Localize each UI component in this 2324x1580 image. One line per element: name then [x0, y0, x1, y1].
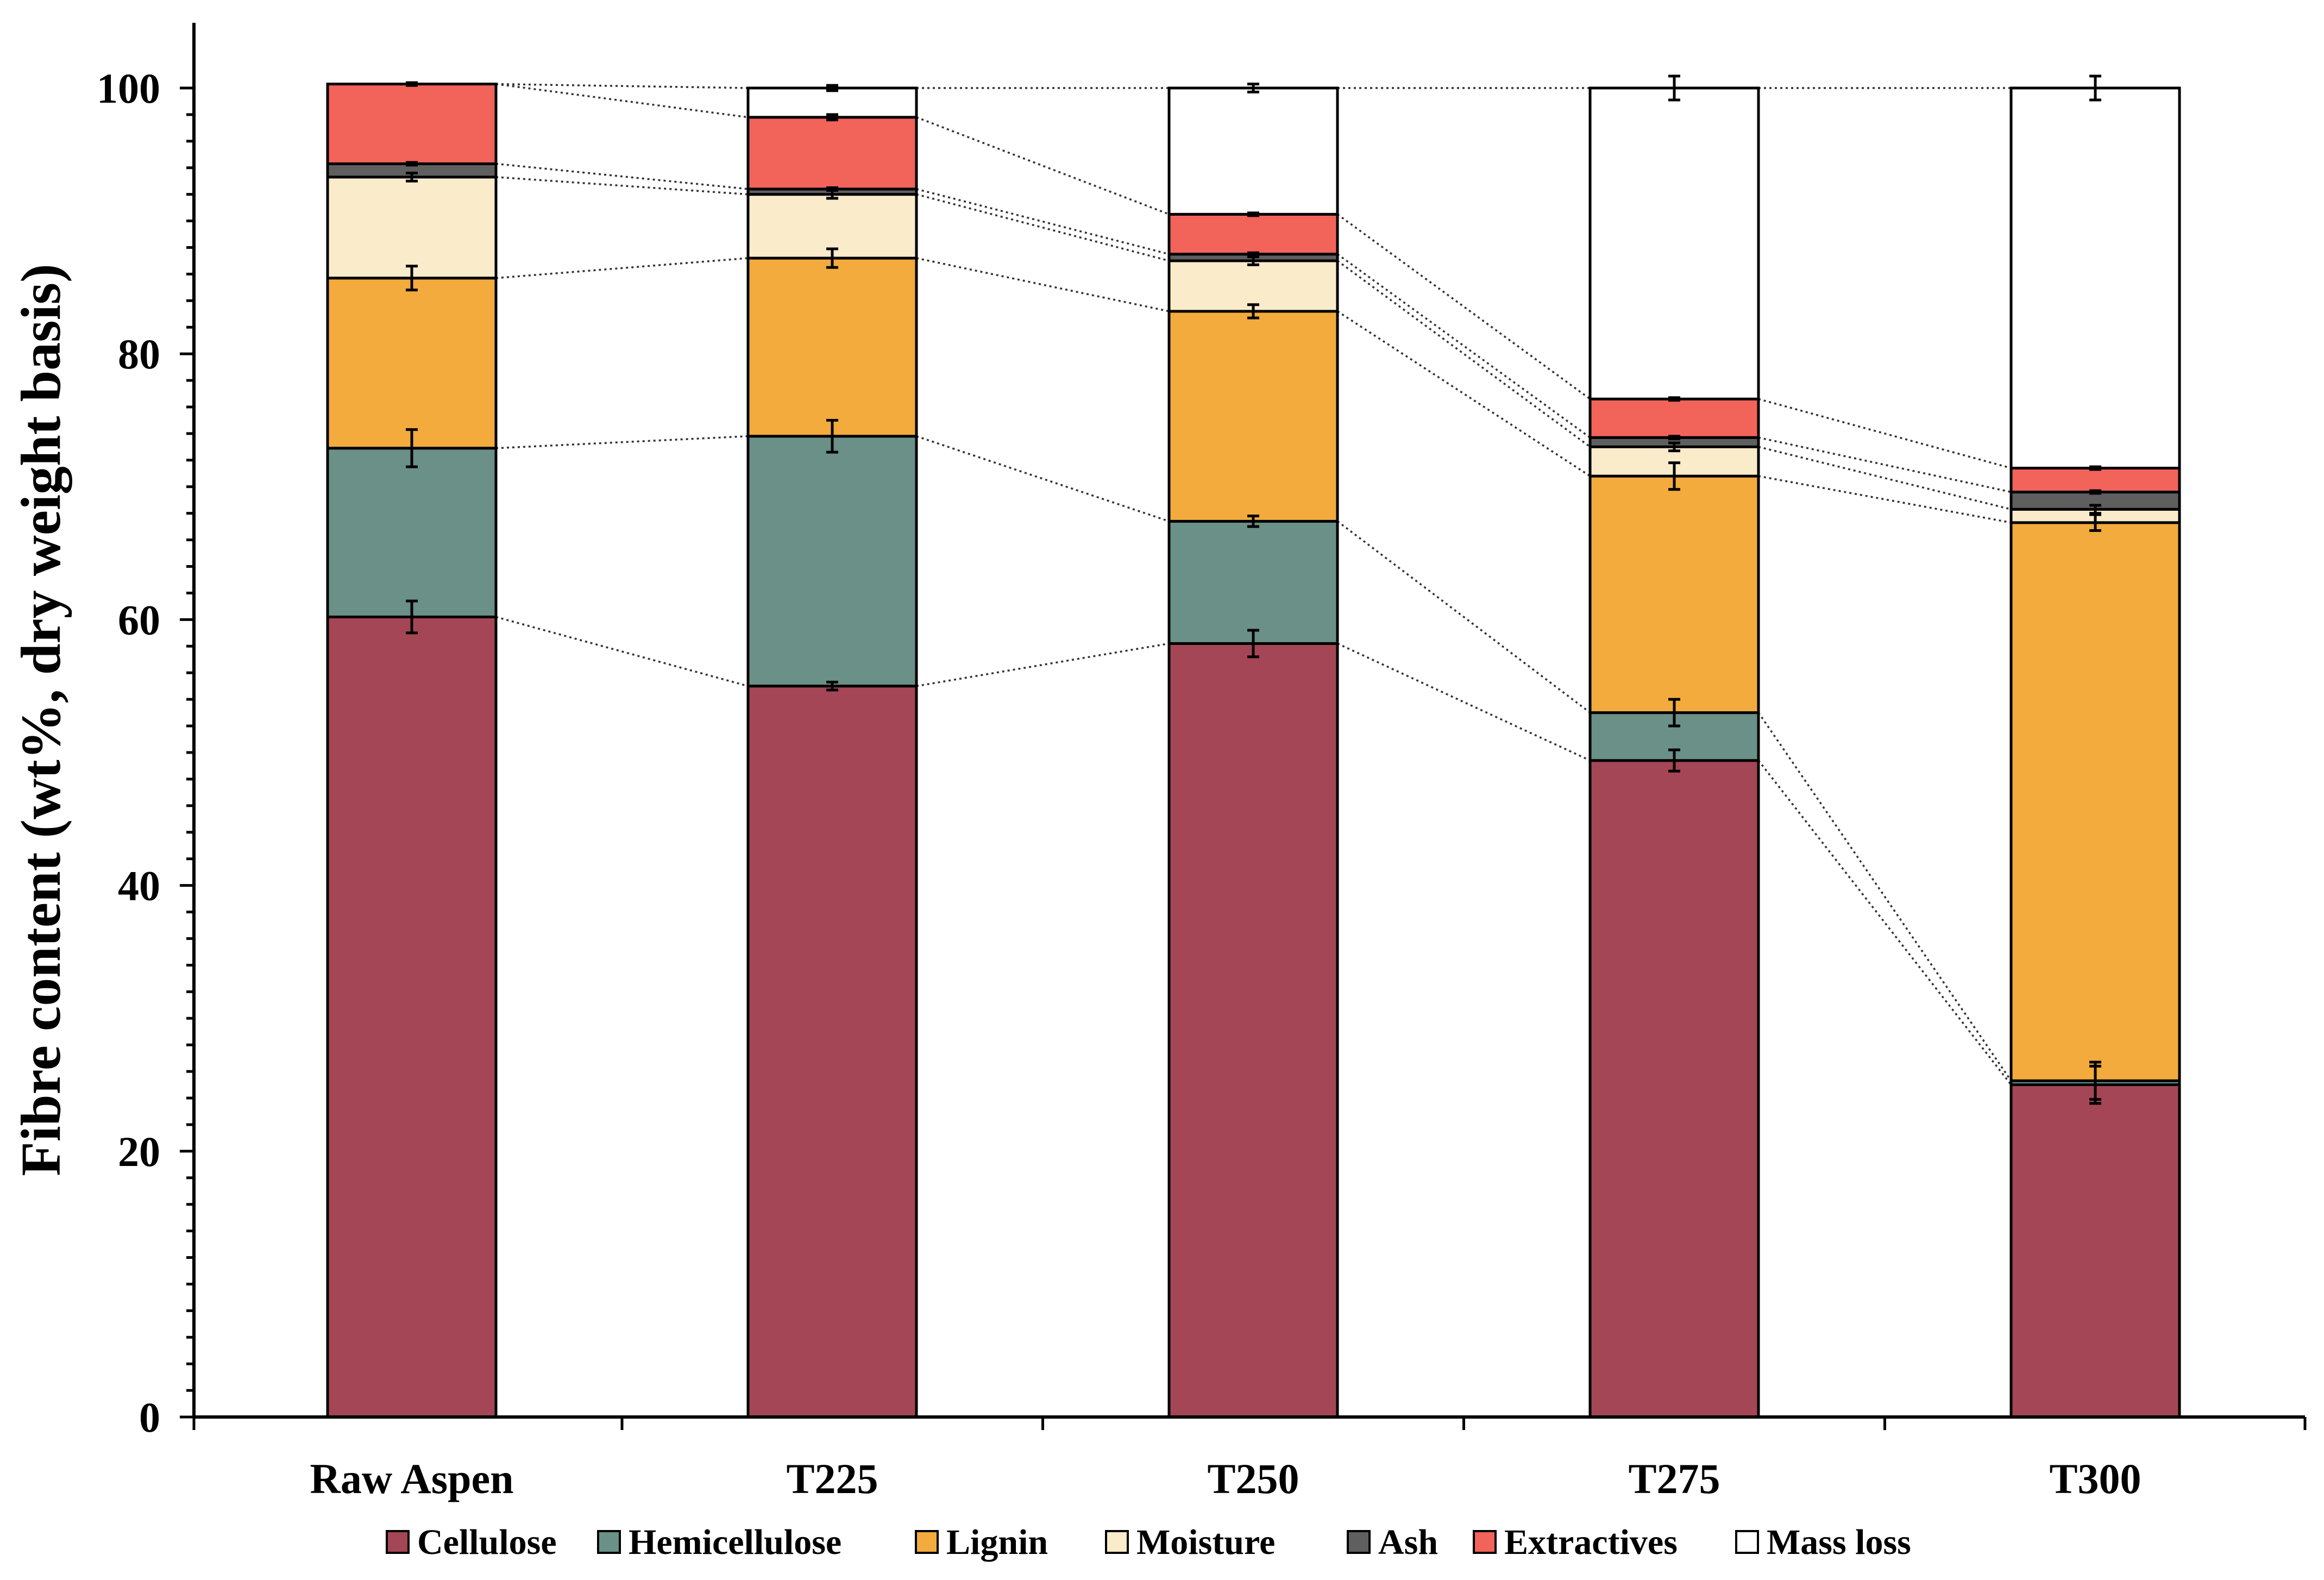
legend-label-lignin: Lignin: [946, 1522, 1048, 1562]
x-tick-label-t275: T275: [1628, 1455, 1720, 1502]
connector-lines: [495, 83, 2012, 1086]
connector-moisture-1: [916, 193, 1170, 262]
bar-raw-aspen-hemicellulose: [326, 447, 498, 619]
legend-label-ash: Ash: [1378, 1522, 1438, 1562]
connector-cellulose-2: [1337, 642, 1591, 762]
connector-hemicellulose-0: [495, 435, 749, 449]
connector-cellulose-3: [1757, 760, 2012, 1086]
axes: [180, 23, 2307, 1430]
connector-moisture-0: [495, 176, 749, 196]
x-tick-label-t250: T250: [1207, 1455, 1299, 1502]
y-tick-label-0: 0: [139, 1394, 160, 1441]
legend-swatch-lignin: [915, 1530, 939, 1554]
connector-top-0: [495, 83, 749, 89]
bar-raw-aspen-lignin: [326, 277, 498, 450]
bar-t250-lignin: [1167, 310, 1339, 523]
tick-labels: 0 20 40 60 80 100 Raw Aspen T225 T250 T275 T300: [97, 65, 2141, 1502]
legend-swatch-ash: [1347, 1530, 1371, 1554]
connector-lignin-2: [1337, 310, 1591, 477]
bar-t225-hemicellulose: [746, 435, 918, 688]
bar-t300-mass-loss: [2009, 86, 2181, 470]
connector-lignin-0: [495, 257, 749, 279]
bar-raw-aspen-cellulose: [326, 616, 498, 1419]
connector-cellulose-1: [916, 642, 1170, 687]
legend-label-hemicellulose: Hemicellulose: [629, 1522, 841, 1562]
legend-swatch-extractives: [1473, 1530, 1497, 1554]
legend-swatch-cellulose: [386, 1530, 410, 1554]
bar-t275-mass-loss: [1588, 86, 1760, 400]
bar-t250-cellulose: [1167, 642, 1339, 1419]
bar-t225-mass-loss: [746, 86, 918, 119]
bar-t250-hemicellulose: [1167, 519, 1339, 645]
connector-ash-2: [1336, 253, 1591, 438]
y-tick-label-100: 100: [97, 65, 160, 112]
bar-raw-aspen-extractives: [326, 83, 498, 165]
bar-stacks: [326, 83, 2181, 1419]
y-axis-title: Fibre content (wt%, dry weight basis): [10, 264, 72, 1176]
connector-hemicellulose-2: [1336, 521, 1591, 714]
connector-extractives-3: [1758, 398, 2012, 469]
legend-swatch-mass-loss: [1735, 1530, 1759, 1554]
x-tick-label-t300: T300: [2049, 1455, 2141, 1502]
legend-label-cellulose: Cellulose: [417, 1522, 557, 1562]
bar-t250-extractives: [1167, 212, 1339, 256]
y-tick-label-60: 60: [118, 596, 160, 643]
connector-lignin-1: [916, 257, 1170, 312]
bar-raw-aspen-moisture: [326, 175, 498, 280]
legend-swatch-hemicellulose: [597, 1530, 621, 1554]
y-tick-label-80: 80: [118, 330, 160, 378]
y-tick-label-40: 40: [118, 862, 160, 910]
legend-label-moisture: Moisture: [1136, 1522, 1275, 1562]
x-tick-label-raw-aspen: Raw Aspen: [310, 1455, 514, 1502]
legend-swatch-moisture: [1105, 1530, 1129, 1554]
x-tick-label-t225: T225: [786, 1455, 878, 1502]
connector-hemicellulose-1: [916, 435, 1170, 523]
bar-t250-mass-loss: [1167, 86, 1339, 216]
legend-label-extractives: Extractives: [1504, 1522, 1678, 1562]
connector-hemicellulose-3: [1757, 712, 2012, 1082]
connector-cellulose-0: [495, 616, 749, 687]
connector-lignin-3: [1758, 475, 2012, 524]
connector-moisture-3: [1758, 446, 2012, 511]
connector-ash-0: [495, 162, 749, 190]
bar-t300-cellulose: [2009, 1083, 2181, 1419]
bar-t225-cellulose: [746, 685, 918, 1419]
bar-t225-extractives: [746, 116, 918, 191]
connector-moisture-2: [1336, 260, 1591, 448]
bar-t300-lignin: [2009, 521, 2181, 1082]
bar-t275-lignin: [1588, 474, 1760, 714]
connector-extractives-1: [916, 116, 1170, 216]
bar-t275-cellulose: [1588, 759, 1760, 1419]
y-tick-label-20: 20: [118, 1128, 160, 1175]
bar-t300-extractives: [2009, 467, 2181, 494]
connector-extractives-0: [495, 83, 749, 118]
bar-t225-lignin: [746, 256, 918, 438]
connector-ash-1: [916, 188, 1170, 255]
connector-extractives-2: [1336, 213, 1591, 400]
bar-t275-extractives: [1588, 397, 1760, 439]
legend-label-mass-loss: Mass loss: [1767, 1522, 1911, 1562]
legend: Cellulose Hemicellulose Lignin Moisture Ash E…: [386, 1522, 1911, 1562]
error-bars: [406, 74, 2101, 1105]
